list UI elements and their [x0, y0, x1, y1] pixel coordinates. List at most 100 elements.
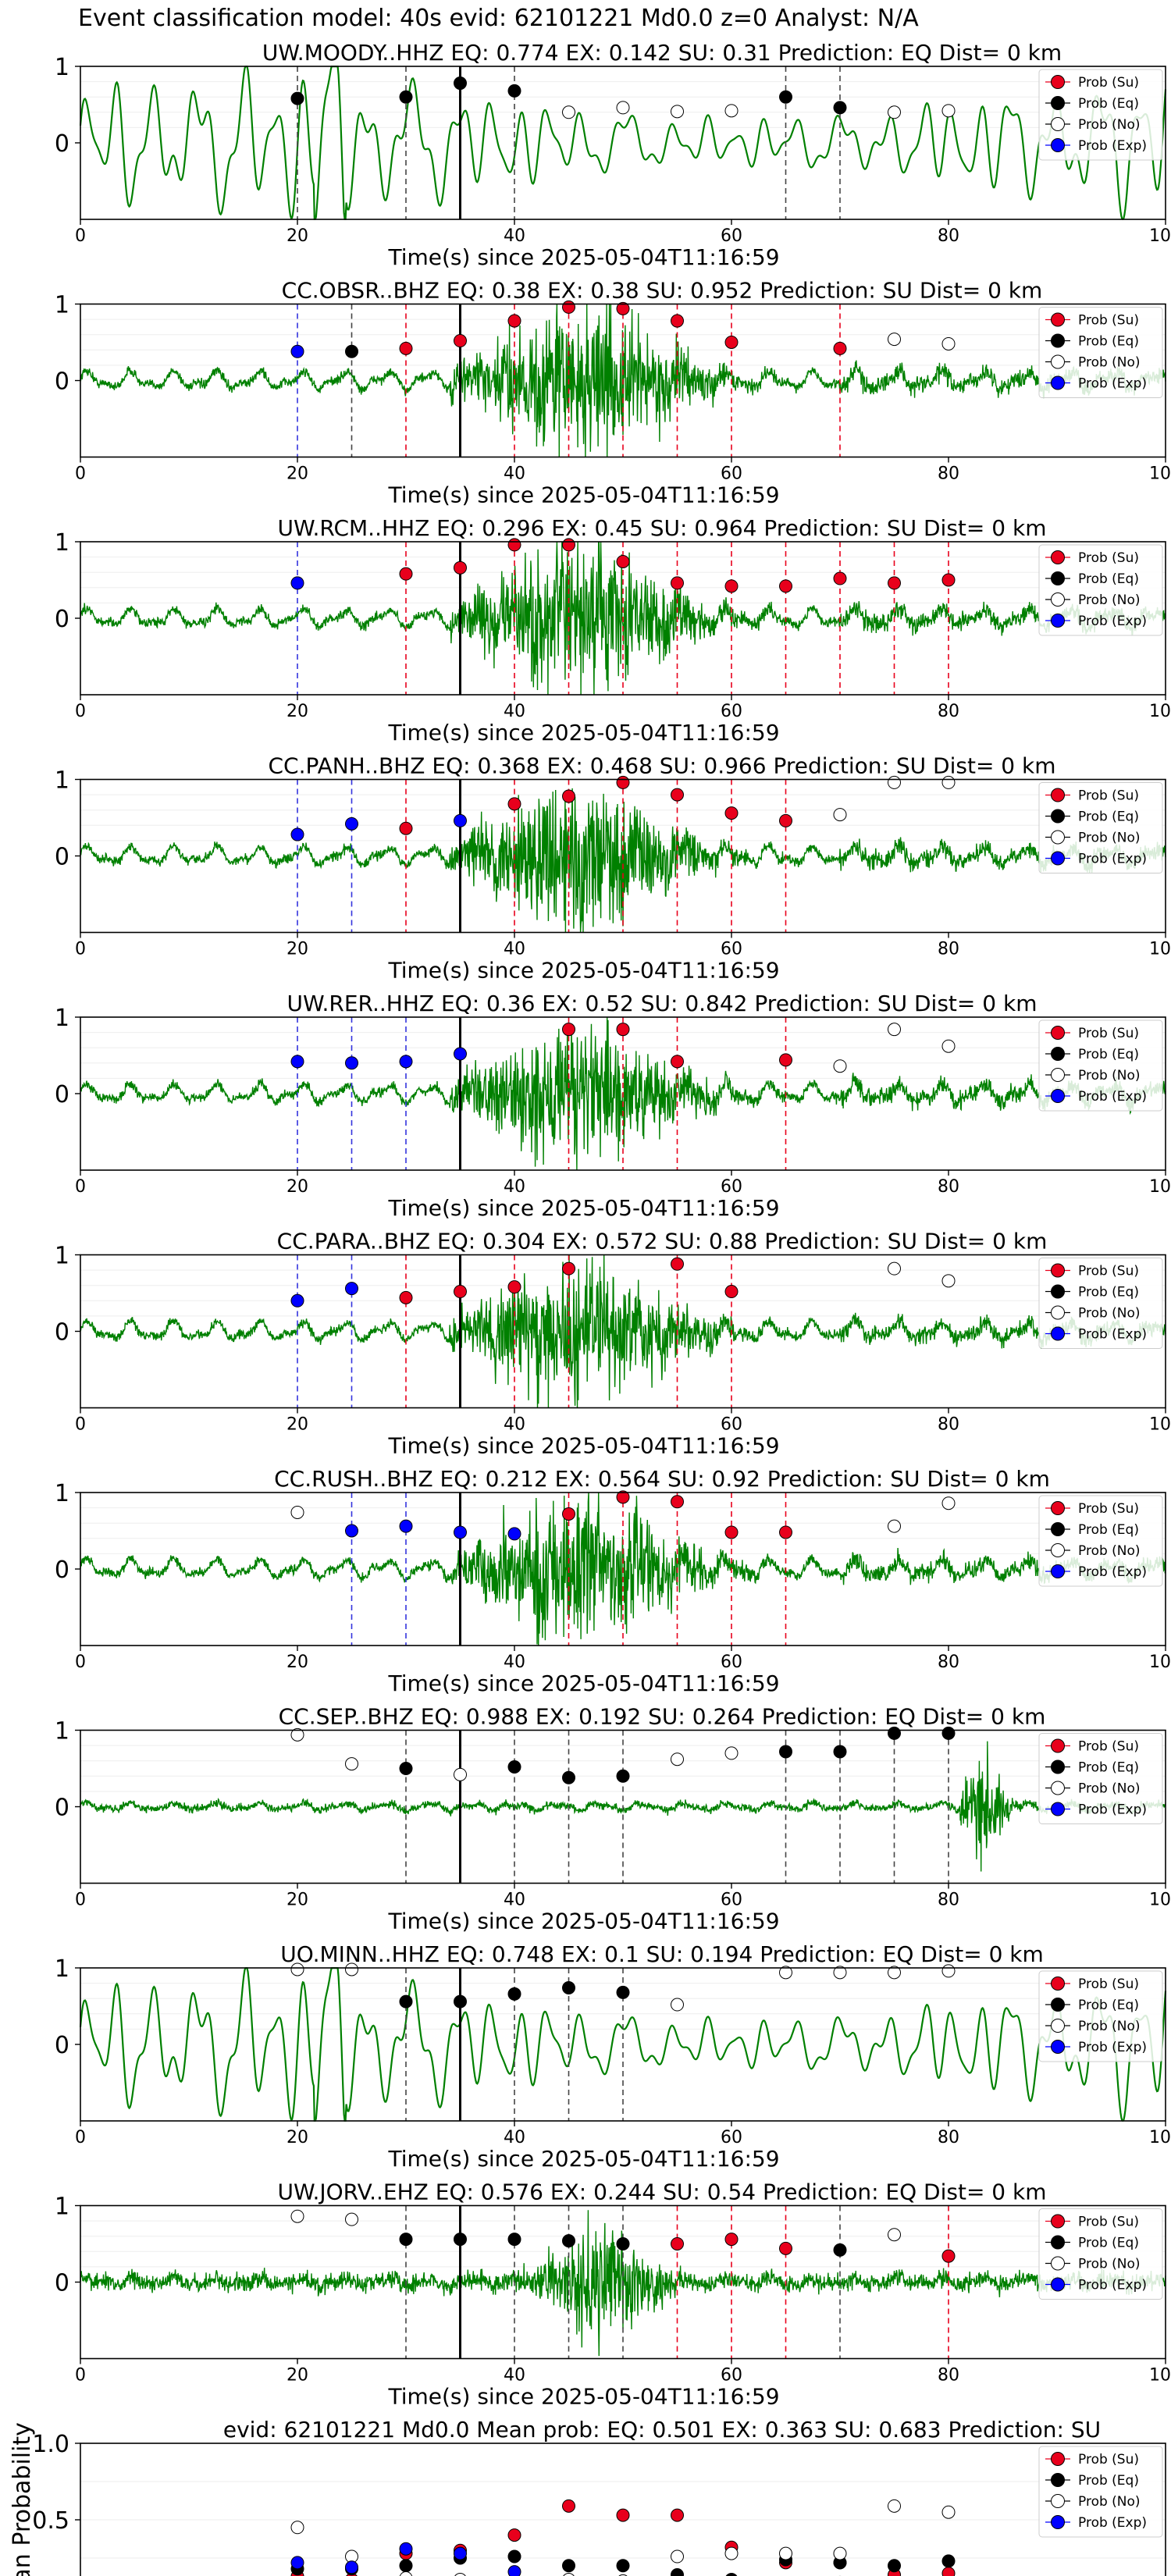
legend-label: Prob (No)	[1078, 1068, 1141, 1083]
legend-marker	[1051, 354, 1065, 369]
waveform-trace	[80, 1017, 1166, 1170]
legend-label: Prob (Eq)	[1078, 809, 1139, 825]
legend-label: Prob (Exp)	[1078, 2515, 1147, 2531]
legend-label: Prob (Su)	[1078, 788, 1139, 804]
x-axis-label: Time(s) since 2025-05-04T11:16:59	[387, 958, 779, 984]
mean-prob-point	[833, 2546, 847, 2560]
x-tick-label: 40	[504, 2366, 525, 2386]
legend-label: Prob (No)	[1078, 1781, 1141, 1797]
prob-point	[888, 1261, 901, 1276]
prob-point	[507, 1760, 521, 1774]
x-tick-label: 0	[75, 226, 86, 246]
prob-point	[345, 1056, 358, 1070]
x-tick-label: 100	[1149, 2366, 1171, 2386]
prob-point	[616, 101, 630, 115]
y-tick-label: 0	[55, 844, 69, 871]
mean-prob-point	[941, 2554, 956, 2568]
legend: Prob (Su) Prob (Eq) Prob (No) Prob (Exp)	[1038, 1258, 1163, 1349]
x-tick-label: 60	[721, 226, 742, 246]
prob-point	[562, 1980, 575, 1994]
x-tick-label: 40	[504, 1415, 525, 1435]
prob-point	[399, 821, 413, 835]
mean-prob-point	[941, 2567, 956, 2576]
x-tick-label: 100	[1149, 464, 1171, 484]
figure-title: Event classification model: 40s evid: 62…	[78, 5, 919, 32]
legend-box	[1038, 544, 1163, 636]
prob-point	[724, 1285, 739, 1299]
prob-point	[454, 334, 467, 348]
prob-point	[290, 1727, 304, 1742]
prob-point	[616, 554, 630, 568]
legend-label: Prob (Su)	[1078, 1739, 1139, 1755]
station-panel: UW.MOODY..HHZ EQ: 0.774 EX: 0.142 SU: 0.…	[55, 40, 1171, 270]
legend-box	[1038, 1733, 1163, 1824]
prob-point	[345, 1524, 358, 1538]
prob-point	[290, 827, 304, 841]
panel-title: CC.SEP..BHZ EQ: 0.988 EX: 0.192 SU: 0.26…	[279, 1704, 1046, 1730]
legend-label: Prob (Su)	[1078, 313, 1139, 329]
waveform-trace	[80, 304, 1166, 457]
legend-label: Prob (Su)	[1078, 1976, 1139, 1992]
legend-marker	[1051, 1738, 1065, 1753]
x-tick-label: 100	[1149, 226, 1171, 246]
mean-prob-point	[507, 2565, 521, 2576]
prob-point	[399, 90, 413, 104]
panel-title: UW.RER..HHZ EQ: 0.36 EX: 0.52 SU: 0.842 …	[287, 991, 1038, 1016]
mean-prob-point	[454, 2546, 467, 2560]
y-tick-label: 1.0	[32, 2431, 69, 2458]
prob-point	[941, 573, 956, 587]
legend-marker	[1051, 138, 1065, 152]
x-tick-label: 40	[504, 464, 525, 484]
prob-point	[779, 1745, 792, 1759]
legend-marker	[1051, 96, 1065, 110]
prob-point	[507, 538, 521, 552]
prob-point	[779, 579, 792, 593]
legend-box	[1038, 1495, 1163, 1587]
legend-marker	[1051, 809, 1065, 824]
prob-point	[399, 1290, 413, 1304]
x-axis-label: Time(s) since 2025-05-04T11:16:59	[387, 2146, 779, 2172]
prob-point	[345, 2212, 358, 2226]
y-tick-label: 0	[55, 606, 69, 633]
x-tick-label: 100	[1149, 1177, 1171, 1197]
legend-label: Prob (Eq)	[1078, 1998, 1139, 2013]
mean-prob-point	[399, 2571, 413, 2576]
legend-marker	[1051, 1802, 1065, 1816]
prob-point	[888, 576, 901, 590]
x-tick-label: 20	[287, 940, 308, 959]
x-tick-label: 20	[287, 1891, 308, 1910]
legend-label: Prob (Su)	[1078, 1501, 1139, 1517]
legend-label: Prob (No)	[1078, 2494, 1141, 2510]
legend-label: Prob (Eq)	[1078, 2236, 1139, 2251]
x-tick-label: 60	[721, 1653, 742, 1672]
station-panel: CC.PARA..BHZ EQ: 0.304 EX: 0.572 SU: 0.8…	[55, 1229, 1171, 1459]
legend-marker	[1051, 2473, 1065, 2487]
legend-marker	[1051, 2019, 1065, 2033]
x-tick-label: 100	[1149, 1891, 1171, 1910]
prob-point	[888, 105, 901, 119]
prob-point	[671, 1752, 684, 1767]
legend-marker	[1051, 1305, 1065, 1320]
waveform-trace	[80, 788, 1166, 933]
legend-marker	[1051, 1501, 1065, 1515]
prob-point	[454, 76, 467, 91]
prob-point	[833, 1745, 847, 1759]
legend-marker	[1051, 1759, 1065, 1774]
legend-marker	[1051, 1998, 1065, 2012]
legend-marker	[1051, 1047, 1065, 1061]
mean-prob-point	[616, 2559, 630, 2573]
legend-marker	[1051, 2494, 1065, 2508]
prob-point	[399, 1055, 413, 1069]
prob-point	[454, 1047, 467, 1061]
waveform-trace	[80, 541, 1166, 695]
x-tick-label: 100	[1149, 702, 1171, 721]
x-tick-label: 60	[721, 2366, 742, 2386]
mean-prob-point	[562, 2499, 575, 2513]
mean-prob-point	[507, 2528, 521, 2542]
legend-label: Prob (No)	[1078, 831, 1141, 846]
x-axis-label: Time(s) since 2025-05-04T11:16:59	[387, 1433, 779, 1459]
prob-point	[724, 1525, 739, 1539]
prob-point	[454, 1525, 467, 1539]
legend-marker	[1051, 1068, 1065, 1082]
prob-point	[399, 567, 413, 581]
